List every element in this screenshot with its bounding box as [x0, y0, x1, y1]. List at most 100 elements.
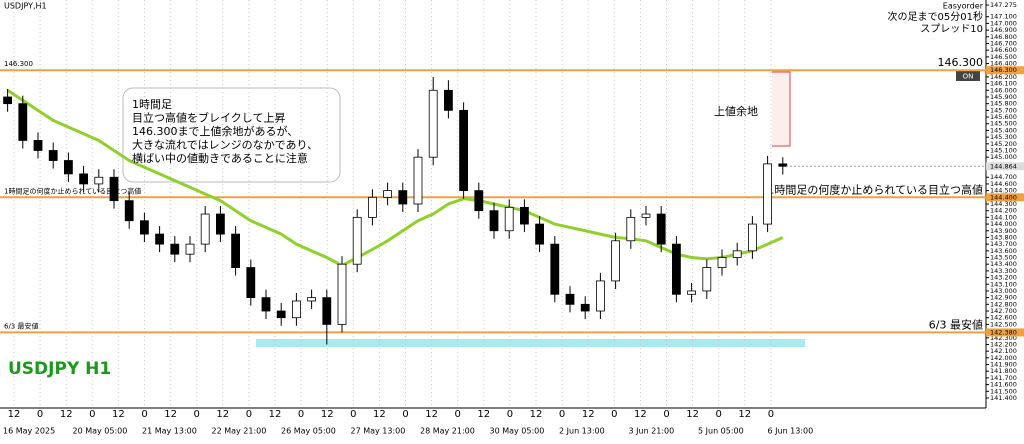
candle-body: [291, 300, 301, 319]
x-label: 28 May 21:00: [420, 427, 475, 436]
level-axis-badge: [986, 193, 1024, 202]
candle-body: [307, 297, 317, 302]
hour-label: 0: [246, 409, 252, 420]
price-axis-labels: 141.400141.500141.600141.700141.800141.9…: [986, 1, 1017, 402]
y-tick-label: 146.900: [990, 26, 1017, 34]
candle-body: [717, 257, 727, 268]
level-axis-label: 144.400: [990, 193, 1017, 201]
candle-body: [672, 243, 681, 295]
hour-label: 12: [269, 409, 282, 420]
on-badge-text: ON: [963, 73, 974, 81]
y-tick-label: 141.800: [990, 367, 1017, 375]
hour-label: 0: [559, 409, 565, 420]
candle-body: [94, 176, 104, 185]
hour-label: 0: [350, 409, 356, 420]
annotation-text: 目立つ高値をブレイクして上昇: [132, 111, 285, 125]
y-tick-label: 144.700: [990, 173, 1017, 181]
info: Easyorder: [943, 2, 984, 11]
hour-label: 0: [507, 409, 513, 420]
candle-body: [520, 206, 529, 225]
hour-label: 0: [663, 409, 669, 420]
level-label-left: 1時間足の何度か止められている目立つ高値: [4, 186, 141, 195]
candle-body: [398, 190, 408, 205]
y-tick-label: 146.400: [990, 60, 1017, 68]
y-tick-label: 145.100: [990, 146, 1017, 154]
y-tick-label: 147.100: [990, 13, 1017, 21]
moving-average: [6, 89, 784, 268]
x-label: 27 May 13:00: [351, 427, 406, 436]
y-tick-label: 143.000: [990, 287, 1017, 295]
y-tick-label: 146.200: [990, 73, 1017, 81]
y-tick-label: 145.700: [990, 106, 1017, 114]
hour-label: 0: [402, 409, 408, 420]
candle-body: [748, 223, 757, 252]
hour-label: 12: [738, 409, 751, 420]
hour-label: 12: [425, 409, 438, 420]
y-tick-label: 142.900: [990, 294, 1017, 302]
x-label: 26 May 05:00: [281, 427, 336, 436]
upside-bracket: [772, 71, 791, 147]
y-tick-label: 145.300: [990, 133, 1017, 141]
x-label: 5 Jun 05:00: [698, 427, 744, 436]
hour-label: 12: [477, 409, 490, 420]
candle-body: [687, 290, 696, 295]
hour-label: 12: [321, 409, 334, 420]
x-label: 20 May 05:00: [73, 427, 128, 436]
candle-body: [443, 89, 453, 111]
hour-label: 0: [37, 409, 43, 420]
annotation-box: [122, 87, 341, 183]
y-tick-label: 145.200: [990, 140, 1017, 148]
candle-body: [489, 210, 499, 232]
candle-body: [200, 213, 210, 245]
candle-body: [322, 297, 332, 325]
candle-body: [596, 280, 605, 312]
y-tick-label: 143.400: [990, 260, 1017, 268]
hour-label: 12: [530, 409, 543, 420]
candle-body: [611, 240, 620, 282]
y-tick-label: 144.500: [990, 187, 1017, 195]
y-tick-label: 142.300: [990, 334, 1017, 342]
annotation-text: 大きな流れではレンジのなかであり、: [132, 138, 318, 152]
candle-body: [428, 89, 438, 158]
candle-body: [185, 243, 195, 255]
x-label: 6 Jun 13:00: [768, 427, 814, 436]
candle-body: [626, 216, 636, 242]
candle-body: [337, 263, 347, 325]
on-badge: [956, 71, 980, 81]
candle-body: [124, 200, 134, 222]
candle-body: [246, 267, 256, 299]
candle-body: [641, 213, 651, 218]
y-tick-label: 142.200: [990, 340, 1017, 348]
candle-body: [231, 233, 241, 268]
current-price-label: 144.864: [990, 162, 1017, 170]
candle-body: [139, 220, 149, 235]
hour-label: 0: [194, 409, 200, 420]
hour-label: 12: [686, 409, 699, 420]
y-tick-label: 146.500: [990, 53, 1017, 61]
y-tick-label: 147.000: [990, 19, 1017, 27]
x-label: 30 May 05:00: [490, 427, 545, 436]
candle-body: [702, 267, 712, 292]
y-tick-label: 142.000: [990, 354, 1017, 362]
x-label: 16 May 2025: [3, 427, 55, 436]
y-tick-label: 141.900: [990, 361, 1017, 369]
annotation-text: 146.300まで上値余地があるが、: [132, 124, 298, 138]
y-tick-label: 141.400: [990, 394, 1017, 402]
candle-body: [170, 243, 180, 255]
info: 次の足まで05分01秒: [888, 10, 983, 23]
y-tick-label: 141.600: [990, 381, 1017, 389]
y-tick-label: 146.700: [990, 39, 1017, 47]
hour-label: 12: [582, 409, 595, 420]
candle-body: [504, 206, 514, 232]
y-tick-label: 147.275: [990, 1, 1017, 9]
y-tick-label: 142.100: [990, 347, 1017, 355]
y-tick-label: 143.500: [990, 254, 1017, 262]
candle-body: [261, 297, 271, 312]
hour-label: 12: [112, 409, 125, 420]
candle-body: [383, 190, 393, 198]
y-tick-label: 143.700: [990, 240, 1017, 248]
candle-body: [580, 303, 590, 312]
candle-body: [367, 196, 377, 218]
y-tick-label: 141.700: [990, 374, 1017, 382]
